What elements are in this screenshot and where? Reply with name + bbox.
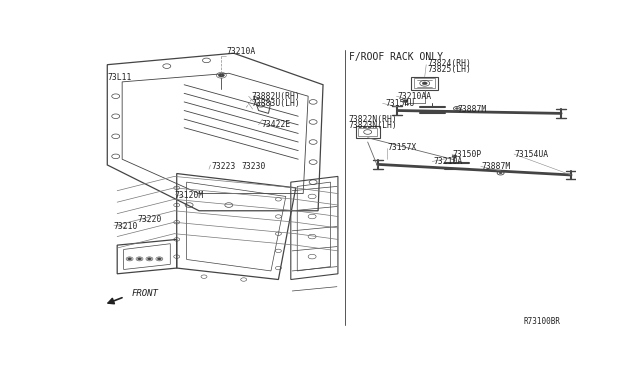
Circle shape xyxy=(147,258,152,260)
Text: 73823N(LH): 73823N(LH) xyxy=(349,121,397,130)
Circle shape xyxy=(452,155,457,158)
Text: F/ROOF RACK ONLY: F/ROOF RACK ONLY xyxy=(349,52,443,62)
Text: 73210AA: 73210AA xyxy=(397,92,431,101)
Circle shape xyxy=(127,258,132,260)
Text: R73100BR: R73100BR xyxy=(524,317,561,326)
Text: 73157X: 73157X xyxy=(388,143,417,152)
Text: 73887M: 73887M xyxy=(457,105,486,113)
Text: 73210: 73210 xyxy=(114,222,138,231)
Text: FRONT: FRONT xyxy=(132,289,159,298)
Circle shape xyxy=(456,108,458,109)
Text: 73120M: 73120M xyxy=(174,190,204,199)
Text: 73887M: 73887M xyxy=(482,162,511,171)
Text: 73154UA: 73154UA xyxy=(514,150,548,158)
Bar xyxy=(411,77,438,90)
Text: 73220: 73220 xyxy=(137,215,161,224)
Text: 73882U(RH): 73882U(RH) xyxy=(251,92,300,101)
Circle shape xyxy=(157,258,161,260)
Text: 73883U(LH): 73883U(LH) xyxy=(251,99,300,108)
Circle shape xyxy=(403,100,408,103)
Circle shape xyxy=(218,74,225,77)
Text: 73223: 73223 xyxy=(211,162,236,171)
Circle shape xyxy=(138,258,141,260)
Bar xyxy=(356,126,380,138)
Text: 73210A: 73210A xyxy=(433,157,463,166)
Text: 73150P: 73150P xyxy=(452,150,481,158)
Text: 73L11: 73L11 xyxy=(108,73,132,82)
Text: 73822N(RH): 73822N(RH) xyxy=(349,115,397,124)
Text: 73824(RH): 73824(RH) xyxy=(428,59,471,68)
Circle shape xyxy=(499,172,502,174)
Text: 73825(LH): 73825(LH) xyxy=(428,65,471,74)
Circle shape xyxy=(422,82,428,85)
Bar xyxy=(414,78,435,88)
Text: 73210A: 73210A xyxy=(227,47,255,56)
Text: 73422E: 73422E xyxy=(261,121,291,129)
Text: 73154U: 73154U xyxy=(385,99,414,108)
Text: 73230: 73230 xyxy=(241,162,266,171)
Bar xyxy=(358,128,377,136)
